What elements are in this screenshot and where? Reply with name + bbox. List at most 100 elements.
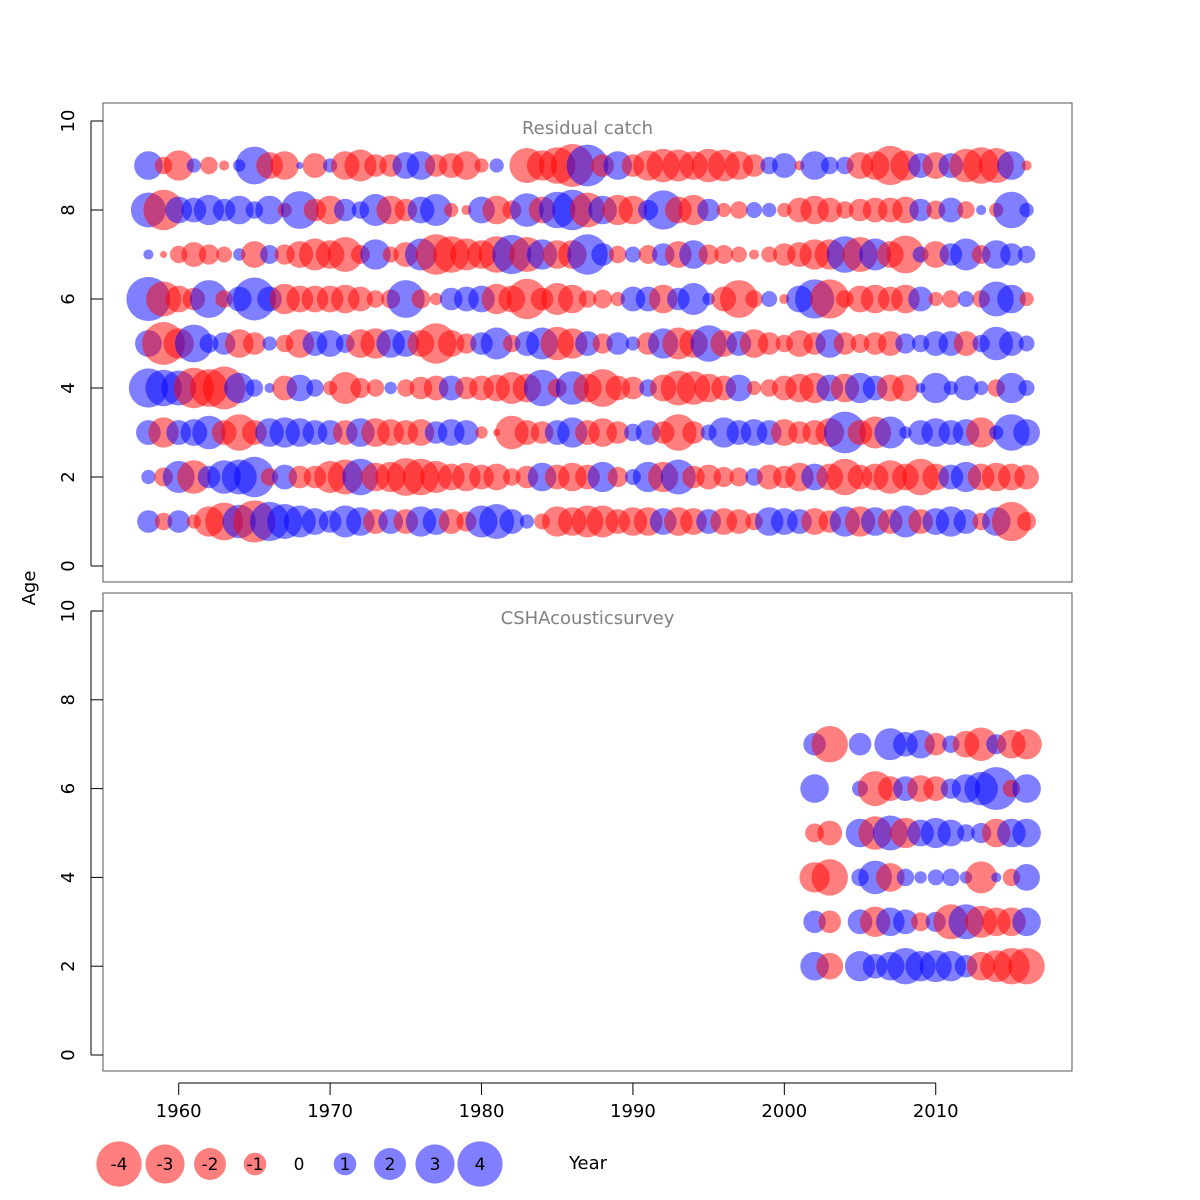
residual-bubble [958, 291, 975, 307]
residual-bubble [716, 202, 731, 218]
residual-bubble [714, 245, 734, 264]
residual-bubble [224, 372, 255, 404]
residual-bubble [976, 204, 987, 216]
residual-bubble [886, 235, 925, 274]
residual-bubble [638, 245, 658, 264]
residual-bubble [942, 290, 960, 308]
residual-bubble [607, 466, 628, 488]
residual-bubble [909, 198, 932, 222]
x-tick-label: 1970 [307, 1101, 353, 1122]
residual-bubble [725, 374, 753, 402]
residual-bubble [899, 426, 912, 439]
residual-bubble [895, 333, 916, 354]
residual-bubble [499, 509, 525, 534]
residual-bubble [696, 464, 722, 490]
residual-bubble [1008, 947, 1045, 985]
residual-bubble [817, 197, 843, 223]
x-tick-label: 2000 [761, 1101, 807, 1122]
residual-bubble [296, 161, 304, 170]
legend-bubble [457, 1141, 503, 1187]
residual-bubble [742, 154, 766, 177]
residual-bubble [997, 151, 1026, 180]
legend-label: 4 [475, 1155, 486, 1175]
legend-item: -1 [243, 1152, 267, 1176]
y-tick-label: 10 [58, 600, 79, 623]
residual-bubble [938, 197, 964, 223]
residual-bubble [243, 332, 266, 355]
residual-bubble [578, 290, 597, 308]
y-tick-label: 2 [58, 960, 79, 971]
residual-bubble [558, 284, 587, 314]
residual-bubble [877, 331, 903, 356]
residual-bubble [1018, 335, 1035, 352]
residual-bubble [1018, 380, 1035, 396]
residual-bubble [761, 246, 778, 263]
legend-bubble [194, 1148, 226, 1180]
residual-bubble [896, 868, 915, 887]
residual-bubble [833, 332, 857, 355]
x-tick-label: 2010 [913, 1101, 959, 1122]
legend: -4 -3 -2 -1 0 1 2 3 4 [96, 1141, 503, 1187]
residual-bubble [503, 468, 521, 486]
residual-bubble [999, 331, 1024, 356]
residual-bubble [800, 151, 829, 180]
residual-bubble [327, 236, 363, 273]
residual-bubble [928, 291, 943, 307]
residual-bubble [306, 379, 324, 397]
residual-bubble [163, 150, 194, 181]
residual-bubble [957, 824, 975, 842]
residual-bubble [920, 372, 951, 404]
legend-label: -2 [202, 1155, 219, 1175]
residual-bubble [953, 331, 979, 356]
residual-bubble [260, 245, 279, 264]
residual-bubble [702, 292, 715, 306]
y-tick-label: 0 [58, 1049, 79, 1060]
residual-bubble [746, 380, 762, 396]
residual-bubble [800, 774, 829, 803]
residual-bubble [850, 334, 870, 353]
residual-bubble [453, 420, 479, 445]
residual-bubble [974, 380, 989, 396]
residual-bubble [713, 466, 734, 488]
residual-bubble [927, 869, 944, 886]
residual-bubble [575, 331, 600, 356]
legend-item: 4 [457, 1141, 503, 1187]
legend-bubble [333, 1152, 357, 1176]
residual-bubble [950, 238, 982, 271]
residual-bubble [167, 510, 191, 533]
residual-bubble [186, 158, 201, 173]
residual-bubble [219, 160, 230, 171]
residual-bubble [333, 198, 357, 222]
residual-bubble [816, 952, 844, 980]
panel-title: CSHAcousticsurvey [501, 608, 675, 629]
residual-bubble [745, 290, 763, 308]
bubbles [126, 144, 1040, 543]
legend-label: 2 [385, 1155, 396, 1175]
residual-bubble [618, 195, 648, 225]
residual-bubble [817, 820, 843, 846]
legend-item: 1 [333, 1152, 357, 1176]
residual-bubble [953, 509, 979, 534]
legend-bubble [374, 1148, 406, 1180]
panels: Residual catch 0 2 4 6 8 10 CSHAcousticsurvey 0 2… [58, 102, 1073, 1072]
x-axis-label: Year [568, 1153, 608, 1174]
residual-bubble [523, 369, 561, 407]
residual-bubble [937, 819, 965, 847]
residual-bubble [698, 244, 719, 265]
residual-bubble [174, 324, 213, 363]
legend-label: 1 [340, 1155, 351, 1175]
residual-bubble [262, 336, 277, 351]
legend-bubble [243, 1152, 267, 1176]
y-tick-label: 10 [58, 110, 79, 133]
residual-bubble [420, 194, 453, 226]
residual-bubble [438, 509, 464, 534]
residual-bubble [519, 514, 535, 529]
legend-bubble [415, 1144, 455, 1184]
residual-bubble [1019, 291, 1034, 307]
residual-bubble [911, 912, 931, 932]
residual-bubble [366, 290, 385, 308]
residual-bubble [876, 863, 905, 892]
residual-bubble [914, 871, 927, 884]
y-tick-label: 2 [58, 471, 79, 482]
residual-bubble [874, 416, 907, 449]
